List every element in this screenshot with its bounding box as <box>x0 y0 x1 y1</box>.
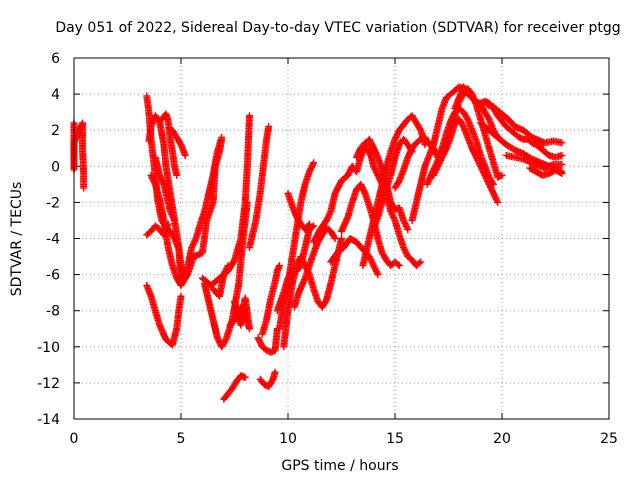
series-s18 <box>258 262 283 338</box>
data-point <box>498 171 506 179</box>
data-point <box>80 184 88 192</box>
data-point <box>494 198 502 206</box>
series-s9 <box>181 133 226 282</box>
data-point <box>171 216 179 224</box>
data-point <box>558 151 566 159</box>
data-point <box>223 263 231 271</box>
y-tick-label: 4 <box>51 87 60 103</box>
series-s33 <box>430 115 502 206</box>
data-point <box>330 233 338 241</box>
x-tick-label: 25 <box>600 431 618 447</box>
series-s26 <box>338 180 403 270</box>
series-s37 <box>502 151 566 172</box>
series-s16 <box>254 325 281 356</box>
data-point <box>331 235 339 242</box>
y-tick-label: 2 <box>51 123 60 139</box>
series-s28 <box>359 112 429 270</box>
data-point <box>170 215 178 223</box>
x-tick-label: 5 <box>177 431 186 447</box>
x-tick-label: 10 <box>279 431 297 447</box>
data-point <box>394 260 402 268</box>
data-point <box>173 171 181 179</box>
data-point <box>373 269 381 277</box>
series-s6 <box>151 153 179 224</box>
series-s8 <box>168 126 189 159</box>
data-point <box>310 159 318 167</box>
series-s12 <box>209 262 232 300</box>
x-tick-label: 20 <box>493 431 511 447</box>
series-s14 <box>226 294 253 333</box>
data-point <box>271 368 279 376</box>
y-tick-label: -8 <box>46 304 60 320</box>
y-tick-label: -2 <box>46 195 60 211</box>
data-point <box>218 133 226 141</box>
chart-title: Day 051 of 2022, Sidereal Day-to-day VTE… <box>55 20 620 36</box>
data-point <box>275 262 283 270</box>
y-tick-label: -12 <box>37 376 60 392</box>
series-s15 <box>245 123 273 252</box>
data-point <box>442 146 450 154</box>
y-tick-label: -10 <box>37 340 60 356</box>
data-point <box>338 235 345 242</box>
data-point <box>558 170 566 178</box>
marks-layer <box>70 83 566 403</box>
series-s20 <box>275 159 318 333</box>
data-point <box>558 139 566 147</box>
data-point <box>493 197 501 205</box>
series-early-isolated <box>70 119 88 192</box>
data-point <box>177 292 185 300</box>
data-point <box>417 258 425 266</box>
data-point <box>557 169 565 177</box>
data-point <box>241 373 249 381</box>
tick-layer: -14 -12 -10 -8 -6 -4 -2 0 2 4 6 0 5 10 15 20 25 <box>37 51 618 447</box>
data-point <box>231 298 238 306</box>
data-point <box>390 215 398 223</box>
plot-frame <box>73 57 610 420</box>
data-point <box>404 225 412 233</box>
data-point <box>265 123 273 131</box>
data-point <box>360 188 368 196</box>
series-s38 <box>532 141 566 161</box>
x-tick-label: 15 <box>386 431 404 447</box>
x-tick-label: 0 <box>70 431 79 447</box>
data-point <box>181 151 189 159</box>
series-s17 <box>256 368 279 391</box>
series-s22 <box>284 189 313 233</box>
data-point <box>415 259 423 267</box>
series-s27 <box>352 139 425 270</box>
data-point <box>191 236 199 244</box>
series-s2 <box>143 281 185 349</box>
y-tick-label: -6 <box>46 268 60 284</box>
series-s23 <box>290 224 339 311</box>
data-point <box>558 161 566 168</box>
y-tick-label: -14 <box>37 412 60 428</box>
series-s21 <box>280 235 345 351</box>
data-point <box>322 297 330 305</box>
series-s35 <box>483 101 566 147</box>
data-point <box>305 220 313 228</box>
series-s39 <box>526 164 566 179</box>
data-point <box>403 224 411 232</box>
data-point <box>373 152 381 160</box>
data-point <box>395 262 403 270</box>
data-point <box>309 160 317 168</box>
data-point <box>224 262 232 270</box>
data-point <box>374 271 382 279</box>
data-point <box>159 179 167 187</box>
y-tick-label: -4 <box>46 232 60 248</box>
data-point <box>151 179 159 187</box>
series-s13 <box>220 372 249 403</box>
y-tick-label: 6 <box>51 51 60 67</box>
y-tick-label: 0 <box>51 159 60 175</box>
y-axis-label: SDTVAR / TECUs <box>9 182 25 297</box>
data-point <box>416 125 424 133</box>
data-point <box>243 198 251 206</box>
data-point <box>304 221 312 229</box>
x-axis-label: GPS time / hours <box>281 458 398 474</box>
data-point <box>245 112 253 120</box>
series-s7 <box>158 110 181 179</box>
